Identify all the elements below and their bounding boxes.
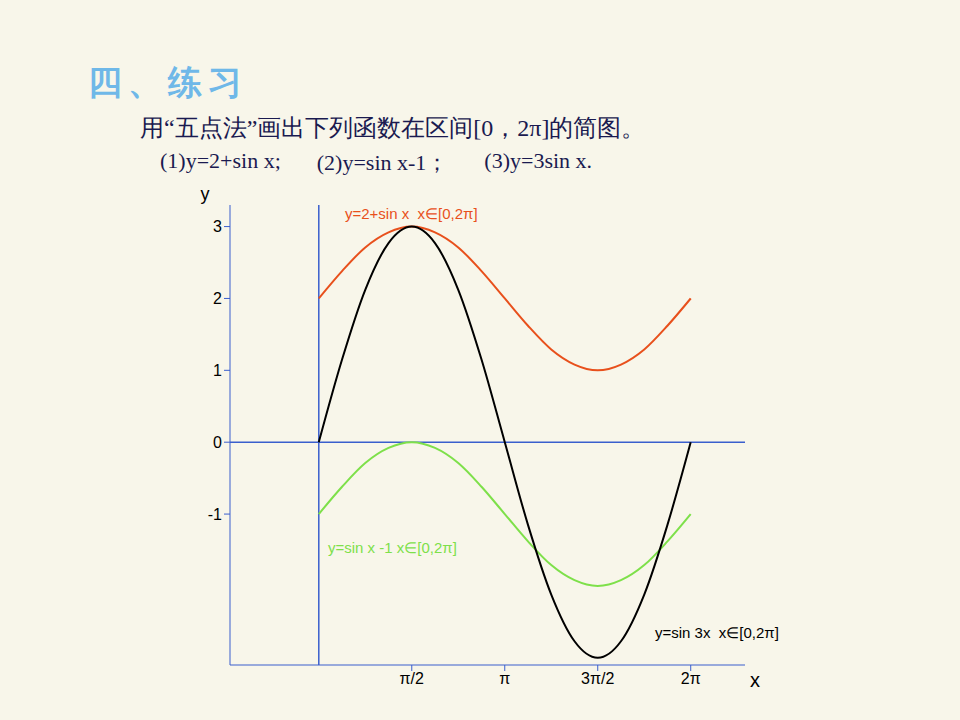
html-text:(2)y=sin x-1；: (2)y=sin x-1； <box>316 150 449 175</box>
html-text:(1)y=2+sin x;: (1)y=2+sin x; <box>160 148 281 173</box>
svg-text:2π: 2π <box>681 670 701 687</box>
svg-text:-1: -1 <box>208 506 222 523</box>
html-text:y=2+sin x x∈[0,2π]: y=2+sin x x∈[0,2π] <box>345 205 478 222</box>
svg-text:π: π <box>499 670 510 687</box>
svg-text:x: x <box>750 669 760 691</box>
svg-text:3: 3 <box>213 218 222 235</box>
svg-text:1: 1 <box>213 362 222 379</box>
svg-text:3π/2: 3π/2 <box>581 670 614 687</box>
html-text:y=sin x -1 x∈[0,2π]: y=sin x -1 x∈[0,2π] <box>328 539 457 556</box>
svg-text:π/2: π/2 <box>400 670 424 687</box>
svg-text:y: y <box>201 184 210 204</box>
html-text:(3)y=3sin x.: (3)y=3sin x. <box>484 148 593 173</box>
svg-text:0: 0 <box>213 434 222 451</box>
html-text:用“五点法”画出下列函数在区间[0，2π]的简图。: 用“五点法”画出下列函数在区间[0，2π]的简图。 <box>140 115 646 141</box>
html-text:y=sin 3x x∈[0,2π]: y=sin 3x x∈[0,2π] <box>655 624 779 641</box>
html-text:四、练习: 四、练习 <box>88 62 248 102</box>
svg-text:2: 2 <box>213 290 222 307</box>
